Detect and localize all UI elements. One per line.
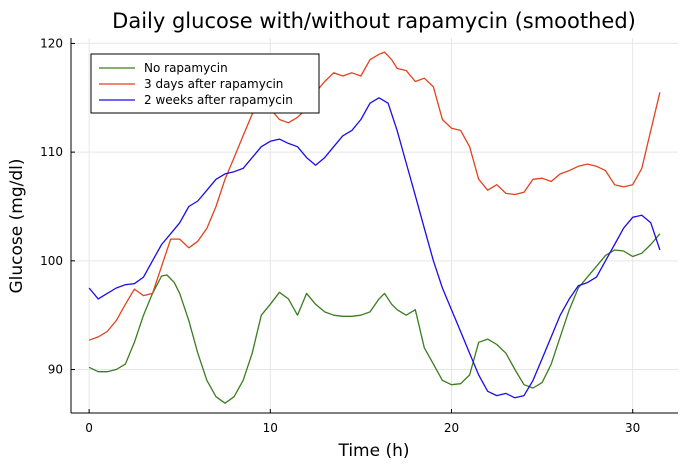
x-tick-label: 10 bbox=[263, 421, 278, 435]
legend-label-1: No rapamycin bbox=[144, 61, 228, 75]
legend-label-3: 2 weeks after rapamycin bbox=[144, 93, 293, 107]
y-tick-label: 110 bbox=[40, 145, 63, 159]
chart-title: Daily glucose with/without rapamycin (sm… bbox=[112, 9, 636, 33]
y-tick-label: 90 bbox=[48, 363, 63, 377]
y-tick-label: 120 bbox=[40, 36, 63, 50]
x-tick-label: 30 bbox=[625, 421, 640, 435]
plot-lines bbox=[88, 51, 661, 404]
legend-label-2: 3 days after rapamycin bbox=[144, 77, 283, 91]
y-tick-label: 100 bbox=[40, 254, 63, 268]
series-line-1 bbox=[88, 233, 661, 404]
series-line-2 bbox=[88, 51, 661, 341]
ticks: 0 10 20 30 90 100 110 120 bbox=[40, 36, 640, 435]
y-axis-title: Glucose (mg/dl) bbox=[7, 159, 27, 294]
series-line-3 bbox=[88, 97, 661, 399]
x-tick-label: 0 bbox=[85, 421, 93, 435]
x-tick-label: 20 bbox=[444, 421, 459, 435]
legend: No rapamycin 3 days after rapamycin 2 week… bbox=[90, 53, 320, 114]
axes bbox=[70, 38, 678, 414]
x-axis-title: Time (h) bbox=[337, 441, 409, 461]
